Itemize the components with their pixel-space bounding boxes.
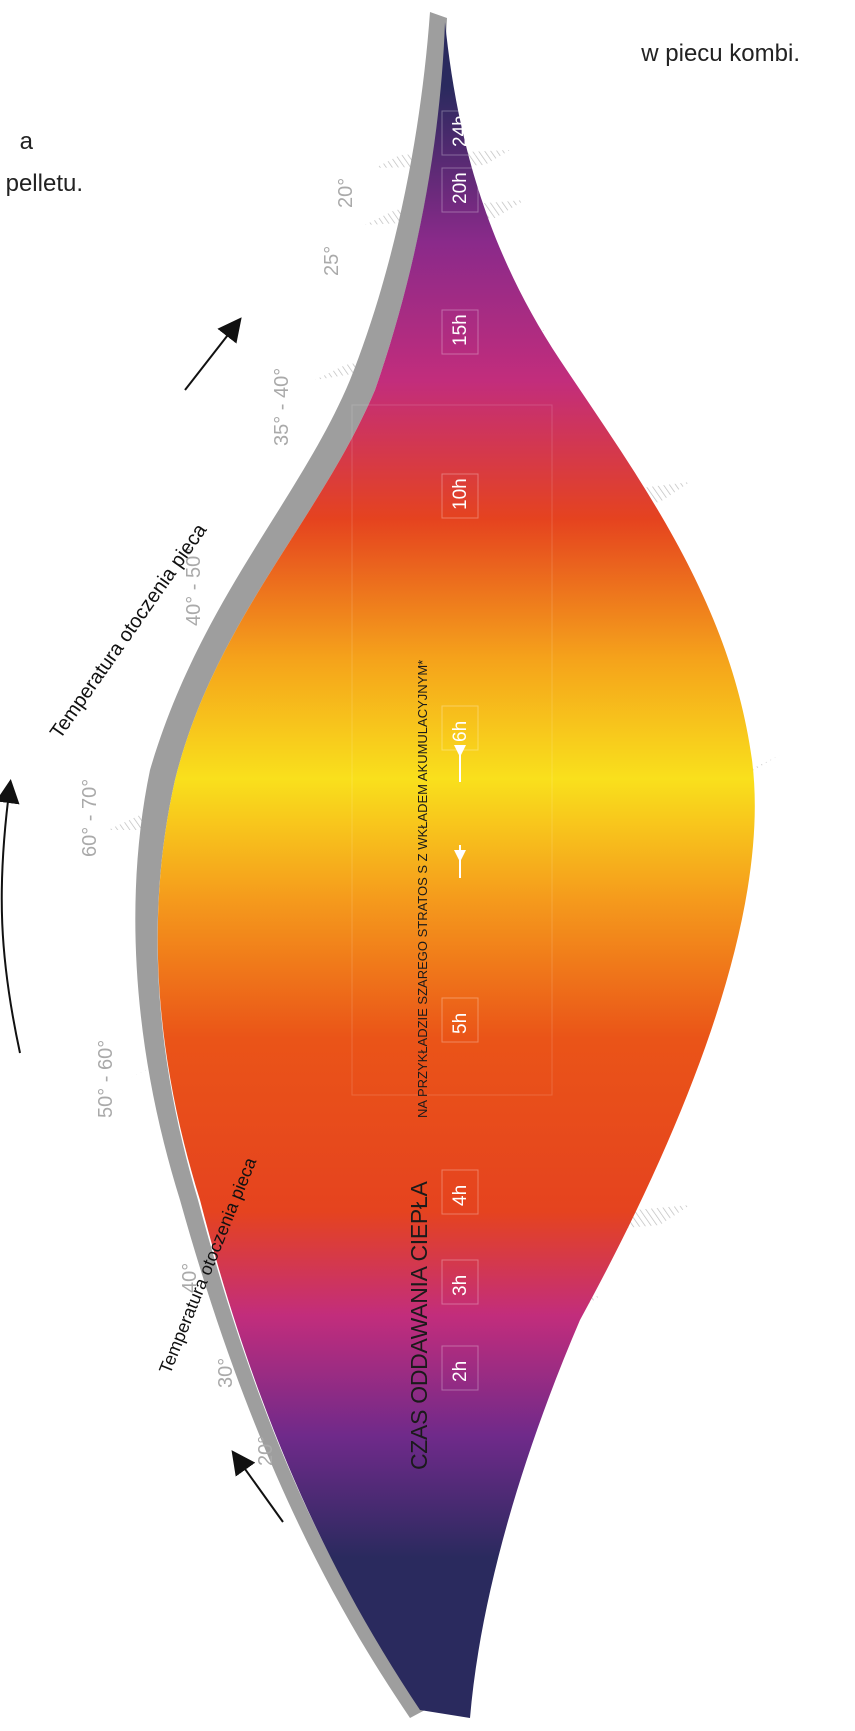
time-mark-label: 20h <box>450 172 471 204</box>
subtitle-panel-outline <box>351 404 553 1096</box>
time-mark-box <box>441 997 479 1043</box>
time-mark-box <box>441 309 479 355</box>
flow-arrow-down <box>454 845 466 878</box>
time-mark-label: 24h <box>450 115 471 147</box>
insulation-shell <box>135 12 447 1718</box>
time-mark-label: 3h <box>450 1275 471 1296</box>
rising-temperature-label: 40° <box>179 1263 201 1293</box>
time-mark-label: 10h <box>450 478 471 510</box>
intro-line-1: w piecu kombi. <box>641 40 800 67</box>
falling-temperature-label: 60° - 70° <box>79 779 101 857</box>
intro-line-2: a <box>19 128 33 155</box>
falling-temperature-label: 25° <box>321 246 343 276</box>
rising-temperature-label: 30° <box>215 1358 237 1388</box>
falling-temperature-label: 35° - 40° <box>271 368 293 446</box>
diagram-subtitle: NA PRZYKŁADZIE SZAREGO STRATOS S Z WKŁAD… <box>415 660 430 1118</box>
time-mark-label: 15h <box>450 314 471 346</box>
rising-temperature-labels: 20° 30° 40° 50° - 60° <box>95 1040 277 1466</box>
time-mark-box <box>441 1169 479 1215</box>
time-mark-box <box>441 110 479 156</box>
heat-spindle <box>157 22 755 1718</box>
cooling-arc-arrow-upper <box>184 317 242 391</box>
falling-temperature-label: 40° - 50° <box>183 548 205 626</box>
time-mark-label: 4h <box>450 1185 471 1206</box>
rising-temperature-label: 50° - 60° <box>95 1040 117 1118</box>
falling-temperature-labels: 60° - 70° 40° - 50° 35° - 40° 25° 20° <box>79 178 357 857</box>
time-mark-box <box>441 1345 479 1391</box>
time-mark-label: 6h <box>450 721 471 742</box>
falling-temperature-label: 20° <box>335 178 357 208</box>
heating-arc-arrow <box>231 1450 284 1523</box>
time-mark-box <box>441 167 479 213</box>
intro-line-3: pelletu. <box>5 170 83 197</box>
rising-temperature-label: 20° <box>255 1436 277 1466</box>
flow-arrow-up <box>454 745 466 782</box>
diagram-title: CZAS ODDAWANIA CIEPŁA <box>406 1181 432 1470</box>
time-mark-label: 5h <box>450 1013 471 1034</box>
cooling-arc-arrow-lower <box>0 779 21 1054</box>
time-mark-box <box>441 473 479 519</box>
time-mark-label: 2h <box>450 1361 471 1382</box>
time-mark-box <box>441 1259 479 1305</box>
